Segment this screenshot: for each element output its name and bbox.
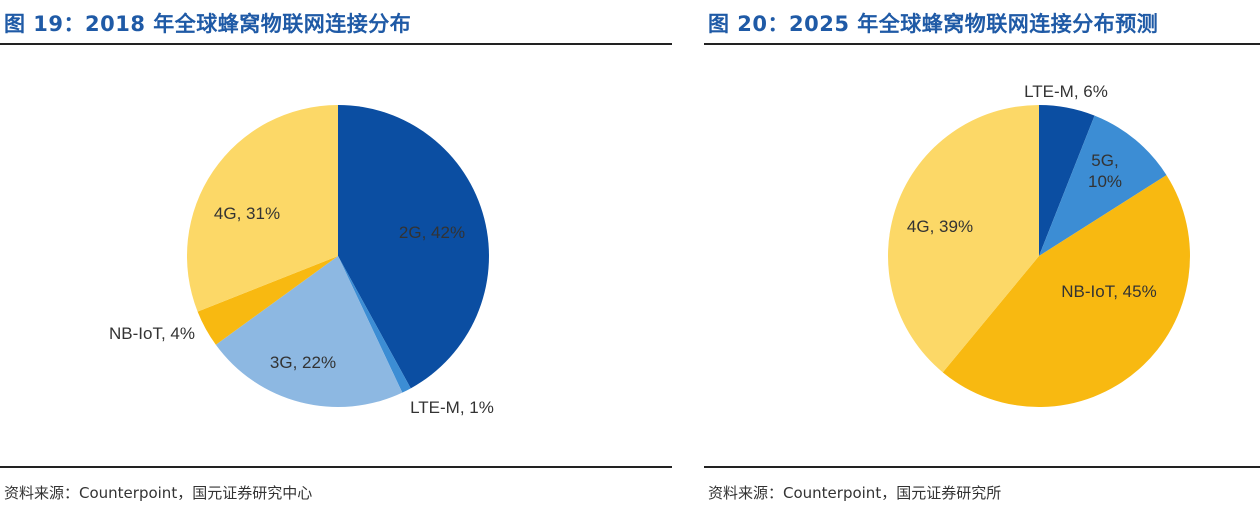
pie-slices [186,105,489,408]
pie-slices [887,105,1190,407]
pie-label-lte-m: LTE-M, 6% [1024,82,1108,101]
pie-label-lte-m: LTE-M, 1% [410,398,494,417]
figure-20-source: 资料来源：Counterpoint，国元证券研究所 [708,484,1002,502]
figure-20-pie-chart: LTE-M, 6% 5G, 10% NB-IoT, 45% 4G, 39% [887,82,1190,407]
figure-19-top-rule [0,43,672,45]
pie-labels: 2G, 42% LTE-M, 1% 3G, 22% NB-IoT, 4% 4G, 31% [109,204,494,417]
pie-slice-lte-m [1039,105,1095,256]
pie-labels: LTE-M, 6% 5G, 10% NB-IoT, 45% 4G, 39% [907,82,1157,301]
figure-19-title: 图 19：2018 年全球蜂窝物联网连接分布 [4,12,412,36]
pie-label-5g-value: 10% [1088,172,1122,191]
pie-slice-4g [186,105,338,312]
figure-19-source: 资料来源：Counterpoint，国元证券研究中心 [4,484,313,502]
pie-label-2g: 2G, 42% [399,223,465,242]
pie-label-5g: 5G, [1091,151,1118,170]
pie-slice-3g [215,256,403,408]
pie-slice-2g [338,105,489,389]
figure-20-top-rule [704,43,1260,45]
pie-label-4g: 4G, 39% [907,217,973,236]
figure-20-title: 图 20：2025 年全球蜂窝物联网连接分布预测 [708,12,1159,36]
figure-19-pie-chart: 2G, 42% LTE-M, 1% 3G, 22% NB-IoT, 4% 4G, 31% [109,105,494,417]
pie-label-nb-iot: NB-IoT, 45% [1061,282,1156,301]
figure-20-panel: 图 20：2025 年全球蜂窝物联网连接分布预测 LTE-M, 6% 5G, 10%… [704,0,1260,513]
pie-slice-nb-iot [942,175,1190,407]
pie-slice-nb-iot [197,256,338,345]
pie-slice-4g [887,105,1039,373]
pie-slice-5g [1039,115,1167,256]
pie-label-4g: 4G, 31% [214,204,280,223]
pie-label-nb-iot: NB-IoT, 4% [109,324,195,343]
figure-19-panel: 图 19：2018 年全球蜂窝物联网连接分布 2G, 42% LTE-M, 1% 3… [0,12,672,502]
figure-19-bottom-rule [0,466,672,468]
pie-slice-lte-m [338,256,411,393]
figure-20-bottom-rule [704,466,1260,468]
pie-label-3g: 3G, 22% [270,353,336,372]
